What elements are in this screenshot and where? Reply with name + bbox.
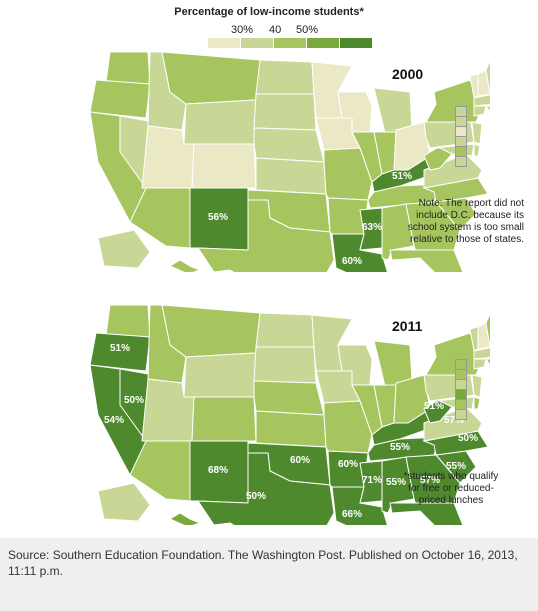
state-ny xyxy=(425,332,483,376)
map-year-2000: 2000 xyxy=(392,66,424,82)
state-ks xyxy=(255,410,327,448)
state-co xyxy=(191,143,257,189)
state-hi xyxy=(168,259,202,272)
state-ak xyxy=(97,229,151,269)
northeast-state-swatch xyxy=(455,156,467,167)
state-de xyxy=(473,396,481,410)
state-value-ga: 57% xyxy=(420,475,440,486)
source-caption: Source: Southern Education Foundation. T… xyxy=(8,548,518,578)
state-value-ms: 63% xyxy=(362,222,382,233)
state-value-nm: 56% xyxy=(208,212,228,223)
legend-swatch xyxy=(208,38,240,48)
state-fl xyxy=(389,502,464,525)
state-wa xyxy=(105,52,151,85)
state-value-la: 60% xyxy=(342,256,362,267)
map-figure: Percentage of low-income students* 30% 4… xyxy=(0,0,538,538)
state-sd xyxy=(253,93,317,131)
state-hi xyxy=(168,512,202,525)
map-year-2011: 2011 xyxy=(392,318,423,334)
state-ri xyxy=(485,105,490,113)
state-value-nm: 68% xyxy=(208,465,228,476)
legend-title: Percentage of low-income students* xyxy=(174,6,364,18)
state-value-va: 57% xyxy=(444,415,464,426)
state-value-al: 55% xyxy=(386,477,406,488)
state-tx xyxy=(197,452,335,525)
state-nj xyxy=(471,121,483,145)
state-wa xyxy=(105,305,151,338)
state-value-nv: 50% xyxy=(124,395,144,406)
state-value-wv: 51% xyxy=(424,401,444,412)
state-ak xyxy=(97,482,151,522)
state-value-ca: 54% xyxy=(104,415,124,426)
state-fl xyxy=(389,249,464,272)
state-mt xyxy=(161,305,261,358)
state-ne xyxy=(253,380,325,416)
state-or xyxy=(90,79,151,119)
legend-swatch xyxy=(340,38,372,48)
state-value-ms: 71% xyxy=(362,475,382,486)
state-value-or: 51% xyxy=(110,343,130,354)
legend-tick-40: 40 xyxy=(269,24,282,36)
state-value-ky: 51% xyxy=(392,171,412,182)
legend-tick-labels: 30% 40 50% xyxy=(0,24,538,38)
legend-tick-30: 30% xyxy=(231,24,254,36)
state-value-nc: 50% xyxy=(458,433,478,444)
state-wy xyxy=(183,352,257,398)
state-ny xyxy=(425,79,483,123)
state-me xyxy=(485,59,490,96)
state-ri xyxy=(485,358,490,366)
state-co xyxy=(191,396,257,442)
state-value-tx: 50% xyxy=(246,491,266,502)
state-ne xyxy=(253,127,325,163)
state-value-sc: 55% xyxy=(446,461,466,472)
legend-color-scale xyxy=(208,38,373,48)
state-ma xyxy=(473,94,490,107)
state-ks xyxy=(255,157,327,195)
state-value-la: 66% xyxy=(342,509,362,520)
state-ct xyxy=(473,105,487,117)
state-ms xyxy=(359,207,383,251)
legend-swatch xyxy=(274,38,306,48)
state-de xyxy=(473,143,481,157)
state-sd xyxy=(253,346,317,384)
state-value-tn: 55% xyxy=(390,442,410,453)
state-ma xyxy=(473,347,490,360)
us-map-2011: 51%50%54%68%60% 60%50%71%66%55%55% 57%55%5… xyxy=(90,305,490,525)
state-ct xyxy=(473,358,487,370)
state-tx xyxy=(197,199,335,272)
state-wy xyxy=(183,99,257,145)
state-nj xyxy=(471,374,483,398)
dc-note: Note: The report did not include D.C. be… xyxy=(407,198,524,245)
state-ms xyxy=(359,460,383,504)
legend-tick-50: 50% xyxy=(296,24,319,36)
state-nd xyxy=(255,312,315,348)
northeast-state-swatch xyxy=(455,409,467,420)
low-income-footnote: *students who qualify for free or reduce… xyxy=(403,471,499,506)
state-value-ar: 60% xyxy=(338,459,358,470)
state-mt xyxy=(161,52,261,105)
legend-swatch xyxy=(307,38,339,48)
state-nd xyxy=(255,59,315,95)
state-or xyxy=(90,332,151,372)
state-value-ok: 60% xyxy=(290,455,310,466)
legend-swatch xyxy=(241,38,273,48)
state-me xyxy=(485,312,490,349)
